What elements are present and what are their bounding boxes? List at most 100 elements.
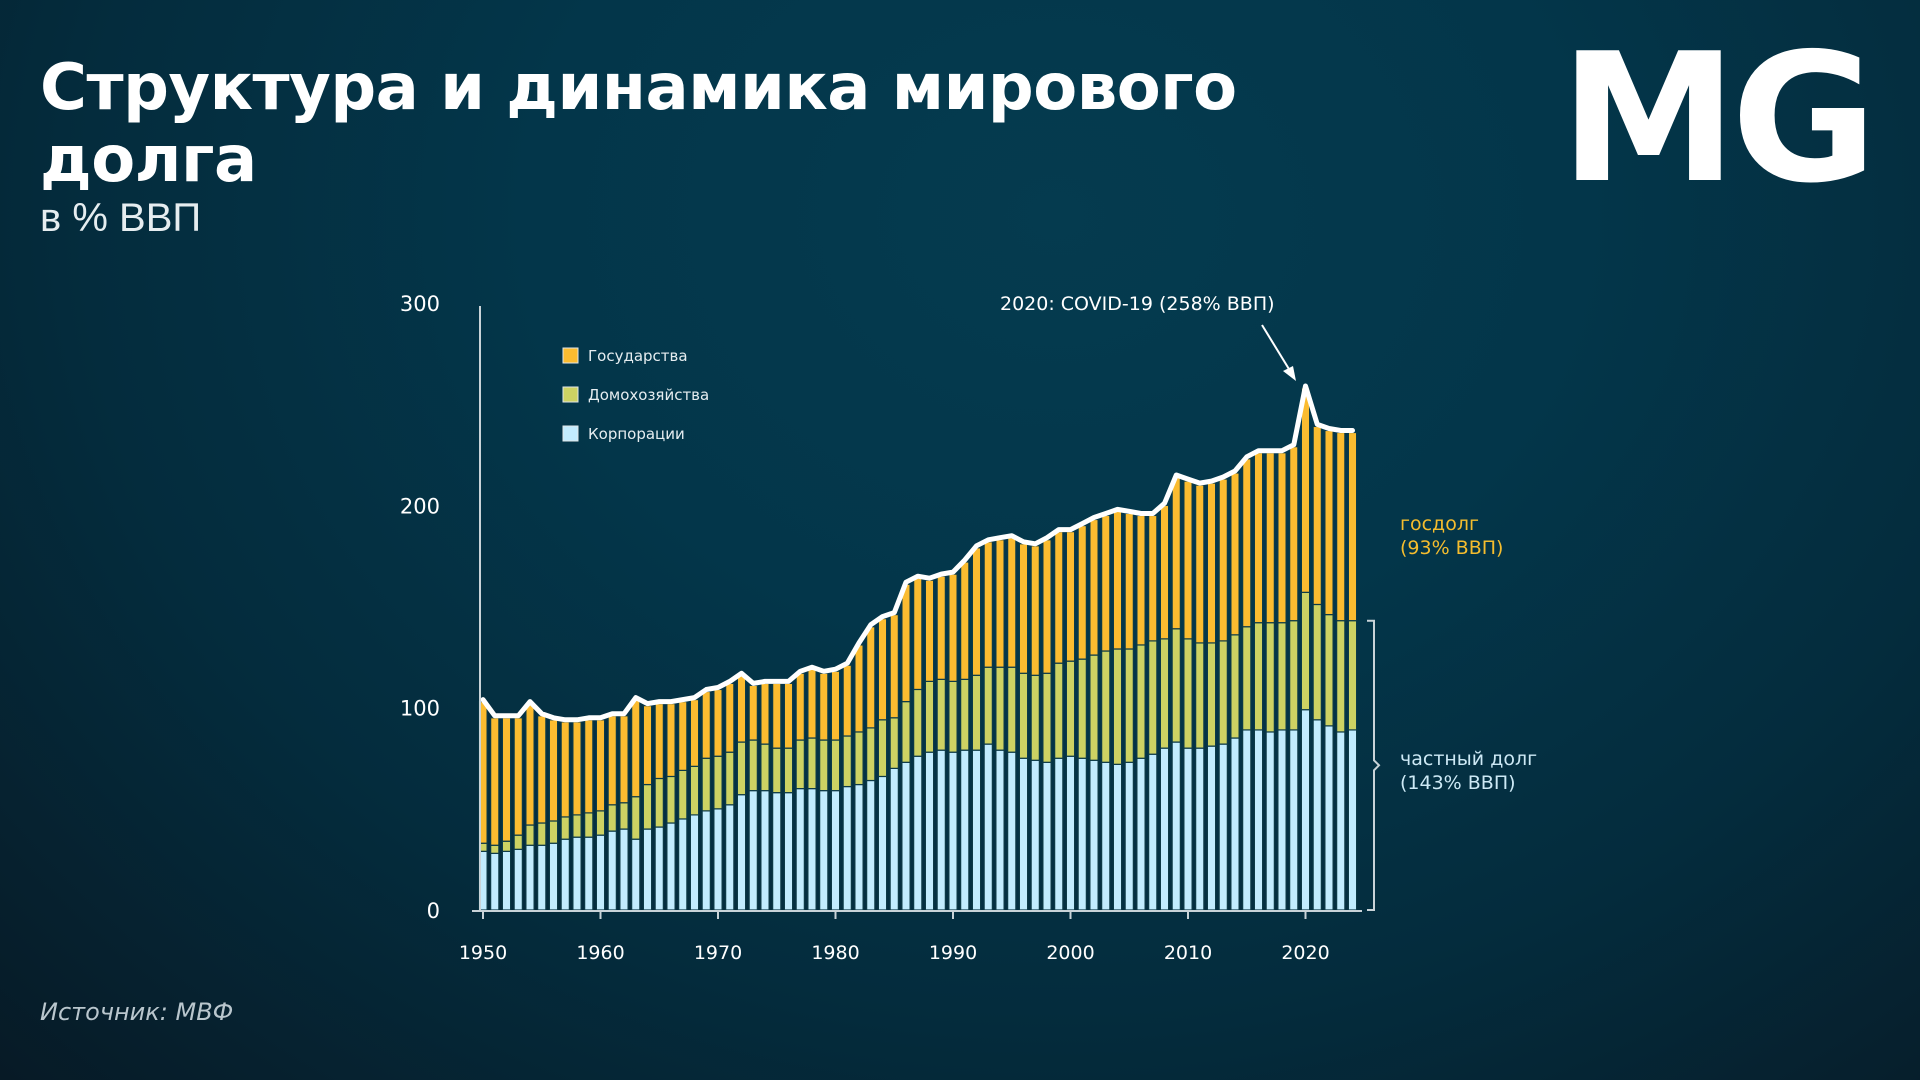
bar-government <box>913 577 923 691</box>
bar-corporations <box>666 822 676 911</box>
bar-corporations <box>1312 719 1322 911</box>
bar-corporations <box>654 826 664 911</box>
bar-households <box>678 769 688 820</box>
bar-corporations <box>842 785 852 911</box>
bar-government <box>1336 431 1346 622</box>
bar-government <box>1195 484 1205 644</box>
bar-households <box>1336 620 1346 733</box>
bar-households <box>1112 648 1123 765</box>
bar-corporations <box>1101 761 1111 911</box>
annotations-layer: 2020: COVID-19 (258% ВВП) госдолг (93% В… <box>1000 293 1537 911</box>
bar-corporations <box>936 749 946 911</box>
bar-government <box>877 618 888 721</box>
bar-government <box>1112 510 1123 650</box>
bar-government <box>1171 476 1181 630</box>
bar-corporations <box>924 751 935 911</box>
bar-households <box>1347 620 1358 731</box>
bar-corporations <box>1042 761 1052 911</box>
bar-government <box>548 719 559 822</box>
bar-households <box>1077 658 1087 759</box>
bar-corporations <box>854 783 864 911</box>
bar-households <box>713 755 723 810</box>
brand-logo: MG <box>1560 15 1877 222</box>
bar-corporations <box>1265 731 1275 911</box>
bar-government <box>678 700 688 771</box>
bar-government <box>760 682 770 745</box>
bar-corporations <box>513 848 523 911</box>
bar-corporations <box>1159 747 1170 911</box>
bar-government <box>983 541 993 668</box>
bar-corporations <box>807 787 817 911</box>
bar-households <box>877 719 888 778</box>
bar-households <box>866 727 876 782</box>
bar-corporations <box>701 810 711 911</box>
bar-households <box>795 739 805 790</box>
bar-corporations <box>830 790 841 911</box>
gov-annotation-label: госдолг <box>1400 513 1479 535</box>
bar-government <box>995 539 1005 668</box>
bar-corporations <box>1277 729 1287 911</box>
bar-government <box>689 698 700 767</box>
bar-government <box>819 672 829 741</box>
bar-households <box>783 747 794 794</box>
covid-arrow-line <box>1261 324 1293 375</box>
bar-corporations <box>1218 743 1228 911</box>
private-annotation-value: (143% ВВП) <box>1400 772 1516 794</box>
bar-corporations <box>901 761 911 911</box>
bar-government <box>842 664 852 737</box>
bar-corporations <box>1183 747 1193 911</box>
bar-households <box>525 824 535 846</box>
bar-corporations <box>1289 729 1299 911</box>
bar-households <box>842 735 852 788</box>
bar-households <box>807 737 817 790</box>
bar-households <box>1007 666 1017 753</box>
bar-government <box>1253 452 1264 624</box>
bar-government <box>1277 452 1287 624</box>
bar-households <box>913 688 923 757</box>
bar-households <box>1289 620 1299 731</box>
bar-corporations <box>736 794 747 911</box>
bar-corporations <box>689 814 700 911</box>
bar-government <box>1077 524 1087 660</box>
bar-households <box>1300 591 1311 711</box>
bar-government <box>525 703 535 826</box>
bar-corporations <box>595 834 606 911</box>
bar-corporations <box>525 844 535 911</box>
bar-corporations <box>866 779 876 911</box>
bar-government <box>1065 531 1076 662</box>
bar-households <box>830 739 841 792</box>
legend-label: Государства <box>588 347 688 365</box>
legend-label: Корпорации <box>588 425 685 443</box>
bar-government <box>960 561 970 680</box>
bar-corporations <box>1124 761 1134 911</box>
bar-households <box>490 844 500 854</box>
y-tick-label: 100 <box>400 697 440 721</box>
x-tick-label: 1990 <box>929 942 977 964</box>
bar-government <box>1289 446 1299 622</box>
bar-government <box>1265 452 1275 624</box>
x-tick-label: 2000 <box>1046 942 1094 964</box>
private-annotation-label: частный долг <box>1400 748 1537 770</box>
bar-government <box>490 717 500 846</box>
bar-government <box>666 703 676 778</box>
x-tick-label: 1980 <box>811 942 859 964</box>
bar-households <box>1124 648 1134 763</box>
bar-corporations <box>713 808 723 911</box>
bar-corporations <box>537 844 547 911</box>
bar-households <box>607 804 617 832</box>
x-tick-label: 1950 <box>459 942 507 964</box>
bar-households <box>736 741 747 796</box>
bar-households <box>1042 672 1052 763</box>
page-title: Структура и динамика мирового долга <box>40 51 1237 197</box>
bar-corporations <box>1195 747 1205 911</box>
bar-corporations <box>1242 729 1252 911</box>
bar-corporations <box>1206 745 1217 911</box>
bar-households <box>1195 642 1205 749</box>
bar-corporations <box>501 850 512 911</box>
bar-corporations <box>1065 755 1076 911</box>
total-debt-line <box>480 383 1355 723</box>
bar-corporations <box>1300 709 1311 911</box>
bar-households <box>760 743 770 792</box>
bar-government <box>1206 482 1217 644</box>
bar-households <box>572 814 582 838</box>
